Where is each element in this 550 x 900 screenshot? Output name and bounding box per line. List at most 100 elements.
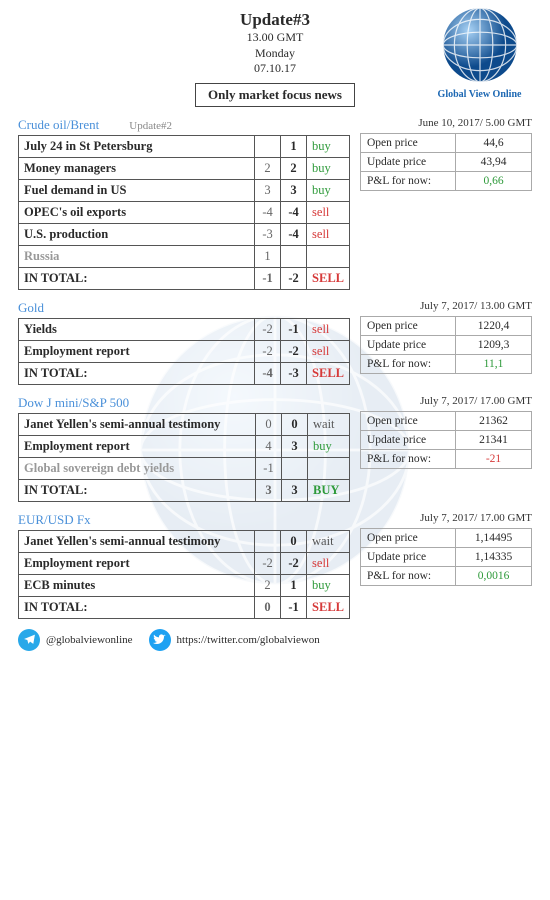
row-label: U.S. production <box>19 223 255 245</box>
open-price-value: 1,14495 <box>456 528 532 547</box>
row-prev: -2 <box>255 552 281 574</box>
row-prev: -2 <box>255 340 281 362</box>
price-timestamp: June 10, 2017/ 5.00 GMT <box>360 117 532 129</box>
total-signal: SELL <box>307 267 350 289</box>
open-price-label: Open price <box>361 316 456 335</box>
total-prev: -1 <box>255 267 281 289</box>
row-signal: buy <box>307 574 350 596</box>
row-signal: wait <box>307 530 350 552</box>
table-row: U.S. production -3 -4 sell <box>19 223 350 245</box>
table-row: OPEC's oil exports -4 -4 sell <box>19 201 350 223</box>
row-signal: sell <box>307 340 350 362</box>
total-row: IN TOTAL: -1 -2 SELL <box>19 267 350 289</box>
row-signal <box>307 245 350 267</box>
total-label: IN TOTAL: <box>19 596 255 618</box>
section-3: EUR/USD Fx Janet Yellen's semi-annual te… <box>18 512 532 619</box>
row-label: Global sovereign debt yields <box>19 457 256 479</box>
table-row: Janet Yellen's semi-annual testimony 0 0… <box>19 413 350 435</box>
twitter-link[interactable]: https://twitter.com/globalviewon <box>177 634 320 646</box>
total-signal: SELL <box>307 596 350 618</box>
row-curr: -4 <box>281 223 307 245</box>
section-title: Gold <box>18 300 44 316</box>
total-prev: 0 <box>255 596 281 618</box>
total-curr: -1 <box>281 596 307 618</box>
row-signal: wait <box>308 413 350 435</box>
prices-table: Open price44,6 Update price43,94 P&L for… <box>360 133 532 191</box>
row-curr <box>282 457 308 479</box>
row-curr: 0 <box>282 413 308 435</box>
section-title: EUR/USD Fx <box>18 512 91 528</box>
section-update-label: Update#2 <box>129 120 172 132</box>
table-row: Employment report -2 -2 sell <box>19 552 350 574</box>
update-price-label: Update price <box>361 152 456 171</box>
table-row: Yields -2 -1 sell <box>19 318 350 340</box>
pnl-label: P&L for now: <box>361 449 456 468</box>
row-curr: 0 <box>281 530 307 552</box>
total-curr: -2 <box>281 267 307 289</box>
prices-table: Open price1,14495 Update price1,14335 P&… <box>360 528 532 586</box>
total-row: IN TOTAL: 3 3 BUY <box>19 479 350 501</box>
row-prev: 4 <box>256 435 282 457</box>
row-curr: 1 <box>281 574 307 596</box>
telegram-handle[interactable]: @globalviewonline <box>46 634 133 646</box>
signals-table: Janet Yellen's semi-annual testimony 0 0… <box>18 413 350 502</box>
row-label: ECB minutes <box>19 574 255 596</box>
section-title: Crude oil/Brent <box>18 117 99 133</box>
footer: @globalviewonline https://twitter.com/gl… <box>18 629 532 651</box>
section-1: Gold Yields -2 -1 sell Employment report… <box>18 300 532 385</box>
row-prev: 3 <box>255 179 281 201</box>
row-signal: buy <box>308 435 350 457</box>
signals-table: Yields -2 -1 sell Employment report -2 -… <box>18 318 350 385</box>
pnl-label: P&L for now: <box>361 354 456 373</box>
row-prev: 1 <box>255 245 281 267</box>
row-prev: -4 <box>255 201 281 223</box>
row-label: Fuel demand in US <box>19 179 255 201</box>
signals-table: July 24 in St Petersburg 1 buy Money man… <box>18 135 350 290</box>
total-prev: 3 <box>256 479 282 501</box>
pnl-label: P&L for now: <box>361 171 456 190</box>
table-row: Employment report -2 -2 sell <box>19 340 350 362</box>
section-0: Crude oil/Brent Update#2 July 24 in St P… <box>18 117 532 290</box>
row-curr: 3 <box>282 435 308 457</box>
row-label: Employment report <box>19 552 255 574</box>
table-row: ECB minutes 2 1 buy <box>19 574 350 596</box>
open-price-label: Open price <box>361 528 456 547</box>
price-timestamp: July 7, 2017/ 13.00 GMT <box>360 300 532 312</box>
row-label: Employment report <box>19 340 255 362</box>
open-price-label: Open price <box>361 133 456 152</box>
open-price-value: 1220,4 <box>456 316 532 335</box>
table-row: July 24 in St Petersburg 1 buy <box>19 135 350 157</box>
row-signal: sell <box>307 201 350 223</box>
row-curr: 1 <box>281 135 307 157</box>
focus-box: Only market focus news <box>195 83 355 107</box>
total-curr: 3 <box>282 479 308 501</box>
row-signal: buy <box>307 157 350 179</box>
total-prev: -4 <box>255 362 281 384</box>
table-row: Employment report 4 3 buy <box>19 435 350 457</box>
open-price-label: Open price <box>361 411 456 430</box>
total-row: IN TOTAL: -4 -3 SELL <box>19 362 350 384</box>
total-label: IN TOTAL: <box>19 362 255 384</box>
row-curr: -2 <box>281 552 307 574</box>
pnl-value: 0,0016 <box>456 566 532 585</box>
price-timestamp: July 7, 2017/ 17.00 GMT <box>360 512 532 524</box>
globe-icon <box>440 5 520 85</box>
prices-table: Open price21362 Update price21341 P&L fo… <box>360 411 532 469</box>
row-label: Russia <box>19 245 255 267</box>
row-label: Employment report <box>19 435 256 457</box>
row-prev <box>255 530 281 552</box>
prices-table: Open price1220,4 Update price1209,3 P&L … <box>360 316 532 374</box>
table-row: Global sovereign debt yields -1 <box>19 457 350 479</box>
row-label: July 24 in St Petersburg <box>19 135 255 157</box>
open-price-value: 44,6 <box>456 133 532 152</box>
row-curr: -4 <box>281 201 307 223</box>
open-price-value: 21362 <box>456 411 532 430</box>
pnl-value: 11,1 <box>456 354 532 373</box>
row-prev: 0 <box>256 413 282 435</box>
update-price-label: Update price <box>361 547 456 566</box>
twitter-icon[interactable] <box>149 629 171 651</box>
telegram-icon[interactable] <box>18 629 40 651</box>
row-label: Yields <box>19 318 255 340</box>
table-row: Janet Yellen's semi-annual testimony 0 w… <box>19 530 350 552</box>
row-signal: sell <box>307 223 350 245</box>
